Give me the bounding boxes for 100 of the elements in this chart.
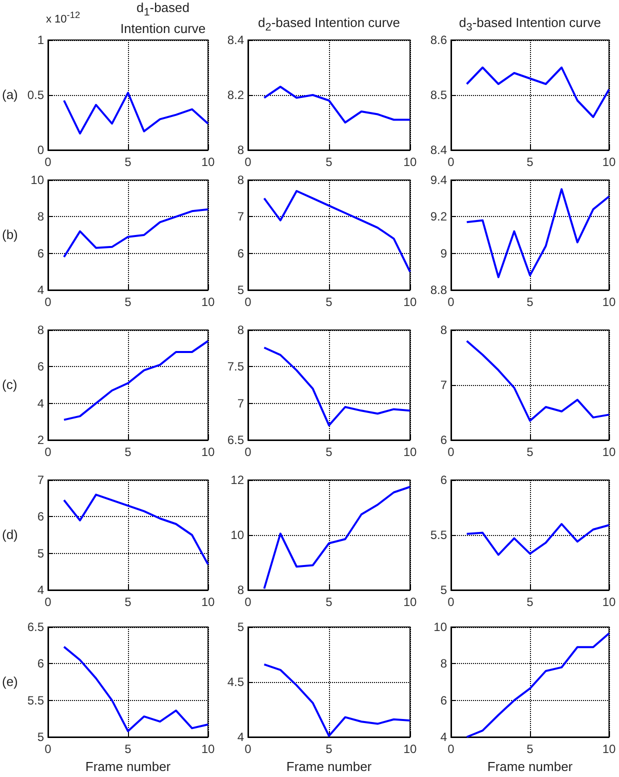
y-tick-label: 2 <box>37 433 44 447</box>
line-series <box>263 346 411 426</box>
y-tick-label: 7 <box>237 210 244 224</box>
y-tick-label: 8 <box>37 323 44 337</box>
y-tick-label: 4 <box>37 583 44 597</box>
y-tick-label: 6.5 <box>227 433 244 447</box>
x-tick-label: 10 <box>403 155 417 169</box>
y-tick-label: 10 <box>434 620 448 634</box>
chart-title: d$_{1}$-based Intention curve <box>119 0 207 36</box>
x-tick-label: 5 <box>526 155 534 169</box>
x-tick-label: 10 <box>201 445 215 459</box>
chart-title: d$_{2}$-based Intention curve <box>257 15 401 36</box>
line-series <box>466 340 610 422</box>
x-tick-label: 5 <box>124 742 132 756</box>
y-tick-label: 8 <box>37 210 44 224</box>
x-tick-label: 10 <box>201 742 215 756</box>
line-series <box>63 494 209 566</box>
line-series <box>466 66 610 118</box>
y-tick-label: 6 <box>440 433 448 447</box>
y-axis-title: (e) <box>2 674 18 689</box>
x-tick-label: 5 <box>326 742 333 756</box>
y-tick-label: 10 <box>30 173 44 187</box>
y-tick-label: 6 <box>237 246 244 260</box>
y-axis-title: (b) <box>2 227 18 242</box>
x-tick-label: 10 <box>403 445 417 459</box>
y-tick-label: 9 <box>440 246 448 260</box>
x-tick-label: 10 <box>602 742 616 756</box>
y-tick-label: 6.5 <box>27 620 44 634</box>
y-tick-label: 0.5 <box>27 88 44 102</box>
line-series <box>63 92 209 134</box>
y-tick-label: 8 <box>237 323 244 337</box>
y-tick-label: 8 <box>440 656 448 671</box>
text: x 10$^{-12}$ <box>46 10 80 26</box>
y-tick-label: 8.4 <box>430 143 448 157</box>
y-tick-label: 4.5 <box>227 675 244 689</box>
line-series <box>63 340 209 421</box>
y-tick-label: 0 <box>37 143 44 157</box>
x-tick-label: 5 <box>124 295 132 309</box>
line-series <box>263 86 411 124</box>
x-tick-label: 10 <box>201 155 215 169</box>
x-tick-label: 5 <box>326 155 333 169</box>
y-tick-label: 8.2 <box>227 88 244 102</box>
y-tick-label: 4 <box>37 283 44 297</box>
y-tick-label: 1 <box>37 33 44 47</box>
line-series <box>63 646 209 732</box>
x-tick-label: 10 <box>201 595 215 609</box>
x-tick-label: 10 <box>602 295 616 309</box>
x-tick-label: 5 <box>124 445 132 459</box>
y-tick-label: 5.5 <box>27 693 44 708</box>
y-tick-label: 6 <box>37 246 44 260</box>
y-tick-label: 8 <box>440 323 448 337</box>
y-tick-label: 10 <box>230 528 244 542</box>
y-tick-label: 4 <box>237 730 244 744</box>
y-tick-label: 5 <box>237 620 244 634</box>
x-tick-label: 5 <box>124 595 132 609</box>
y-tick-label: 8.4 <box>227 33 244 47</box>
x-tick-label: 10 <box>602 445 616 459</box>
x-tick-label: 5 <box>326 445 333 459</box>
x-tick-label: 10 <box>602 155 616 169</box>
y-tick-label: 9.2 <box>430 210 448 224</box>
y-axis-title: (d) <box>2 527 18 542</box>
x-tick-label: 5 <box>124 155 132 169</box>
y-axis-title: (c) <box>2 377 18 392</box>
y-tick-label: 7.5 <box>227 360 244 374</box>
x-tick-label: 5 <box>326 295 333 309</box>
line-series <box>263 190 411 273</box>
x-tick-label: 10 <box>602 595 616 609</box>
y-tick-label: 7 <box>440 378 448 392</box>
y-tick-label: 4 <box>37 396 44 410</box>
x-tick-label: 10 <box>201 295 215 309</box>
x-tick-label: 5 <box>526 595 534 609</box>
y-tick-label: 9.4 <box>430 173 448 187</box>
x-axis-title: Frame number <box>85 759 171 774</box>
y-tick-label: 12 <box>230 473 244 487</box>
y-tick-label: 5.5 <box>430 528 448 542</box>
y-tick-label: 6 <box>440 473 448 487</box>
x-tick-label: 5 <box>526 295 534 309</box>
x-tick-label: 10 <box>403 742 417 756</box>
y-tick-label: 6 <box>37 656 44 671</box>
x-axis-title: Frame number <box>286 759 372 774</box>
y-axis-title: (a) <box>2 87 18 102</box>
y-tick-label: 7 <box>237 396 244 410</box>
line-series <box>466 632 610 738</box>
y-tick-label: 5 <box>37 730 44 744</box>
x-tick-label: 5 <box>526 742 534 756</box>
y-tick-label: 8.6 <box>430 33 448 47</box>
y-tick-label: 6 <box>37 510 44 524</box>
y-tick-label: 4 <box>440 730 448 744</box>
y-tick-label: 5 <box>37 546 44 560</box>
x-tick-label: 5 <box>526 445 534 459</box>
y-tick-label: 7 <box>37 473 44 487</box>
x-axis-title: Frame number <box>487 759 573 774</box>
line-series <box>466 188 610 278</box>
line-series <box>263 663 411 737</box>
y-tick-label: 8.8 <box>430 283 448 297</box>
y-tick-label: 8.5 <box>430 88 448 102</box>
chart-title: d$_{3}$-based Intention curve <box>458 15 602 36</box>
x-tick-label: 10 <box>403 295 417 309</box>
line-series <box>63 208 209 258</box>
y-tick-label: 5 <box>440 583 448 597</box>
